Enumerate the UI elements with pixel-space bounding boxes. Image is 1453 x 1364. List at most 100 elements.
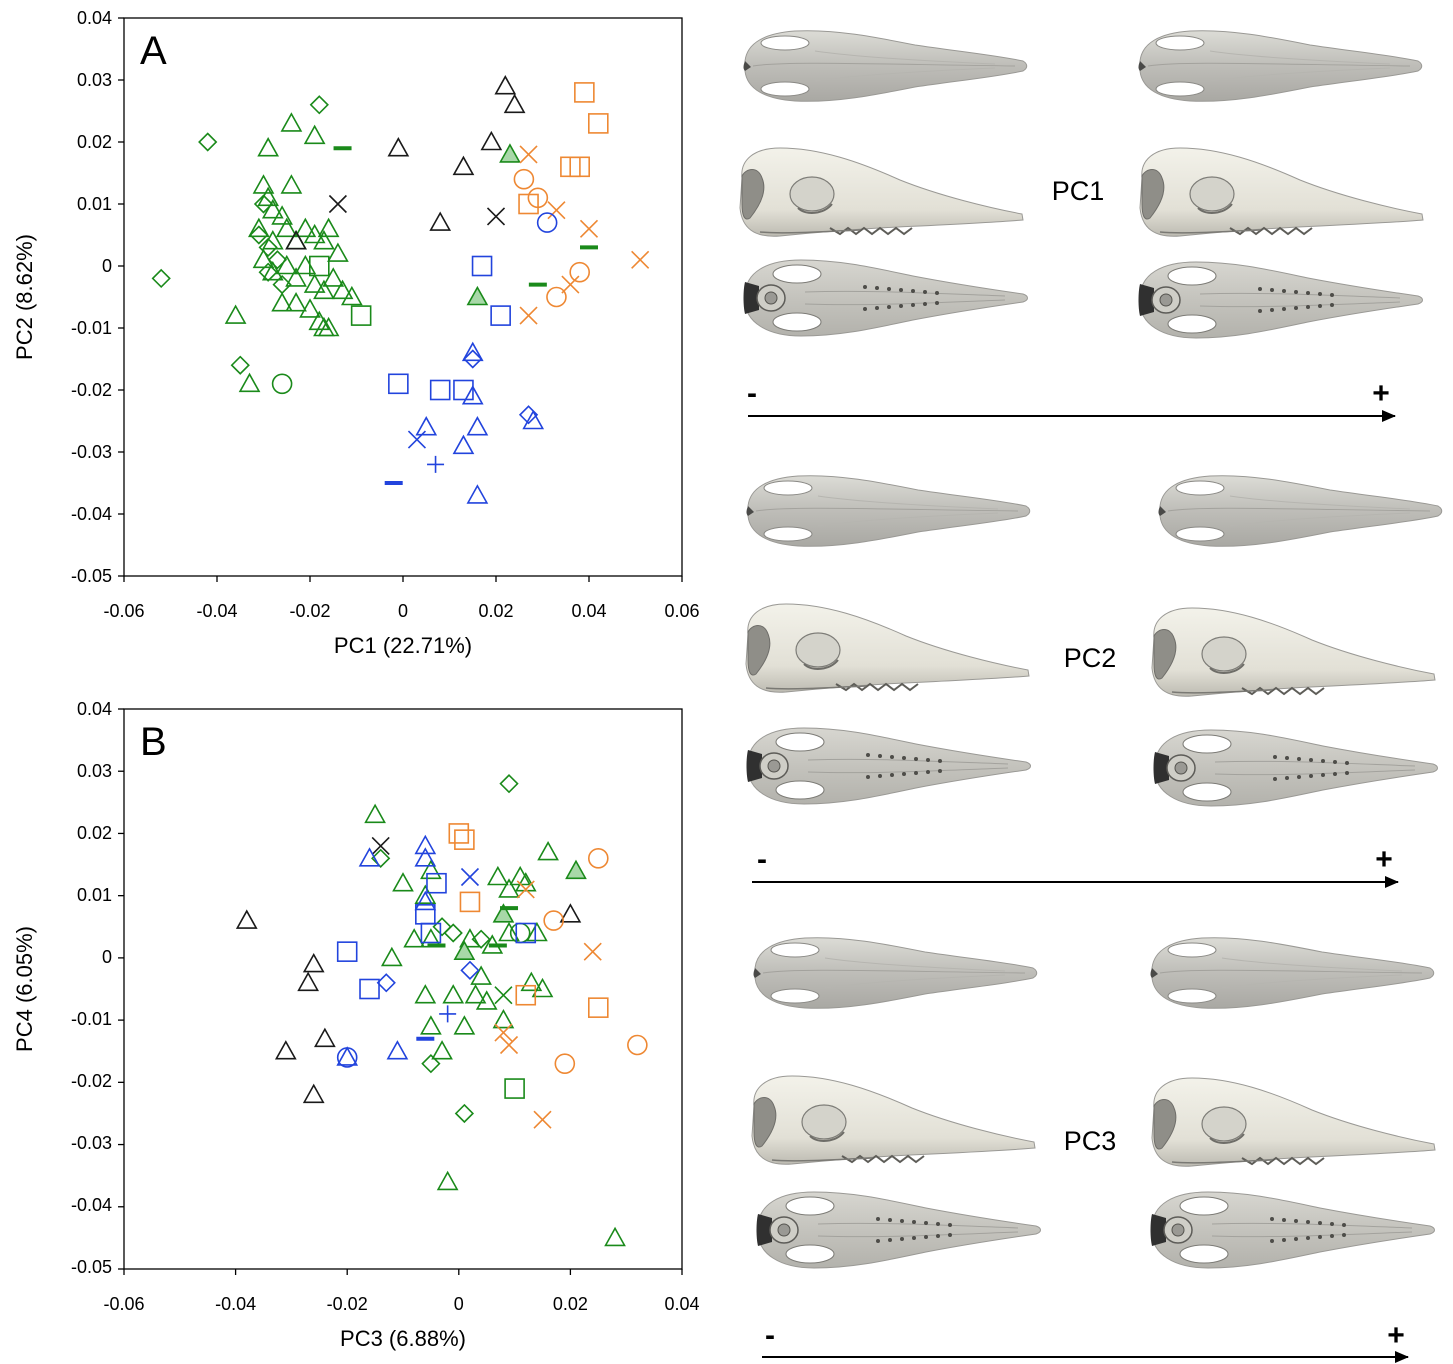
chart-a-point-cross [328,194,347,214]
chart-b-point-triangle [414,890,437,911]
chart-a-y-tick-label: 0.02 [77,132,112,152]
chart-a-point-triangle [503,93,526,114]
chart-b-point-square [426,872,447,894]
chart-a-point-diamond [253,194,274,214]
chart-b-x-tick-labels: -0.06 -0.04 -0.02 0 0.02 0.04 [103,1294,699,1314]
skull-panel-label: PC2 [1064,643,1117,673]
chart-a-point-plus [427,455,445,473]
chart-a-point-cross [631,250,650,269]
skull-panel-pc1: PC1 - + [739,30,1424,422]
chart-a-point-square [471,255,493,277]
chart-a-point-triangle [317,316,340,337]
skull-dorsal-image [746,475,1031,547]
chart-b-point-square [415,904,436,925]
chart-a-point-cross [561,275,580,294]
skull-dorsal-image [1158,475,1443,547]
chart-a-point-circle [536,212,558,233]
chart-a-point-triangle [466,484,489,504]
chart-a-point-triangle [257,186,280,207]
chart-b-y-tick-label: -0.02 [71,1071,112,1091]
chart-b-point-square [420,922,442,944]
skull-panel-pc2: PC2 - + [745,475,1443,888]
chart-a-x-tick-label: 0.06 [664,601,699,621]
axis-plus-label: + [1372,377,1390,410]
chart-b-point-triangle [514,872,537,892]
chart-b-point-circle [336,1047,358,1068]
chart-a-point-square [429,379,451,401]
chart-b-point-cross [460,867,480,887]
chart-b-point-triangle [364,803,386,824]
skull-lateral-image [739,147,1024,238]
chart-b-y-axis-label: PC4 (6.05%) [12,926,37,1052]
skull-ventral-image [745,727,1032,805]
chart-b-point-diamond [460,960,480,980]
chart-a-x-tick-labels: -0.06 -0.04 -0.02 0 0.02 0.04 0.06 [103,601,699,621]
chart-a-y-tick-label: -0.01 [71,318,112,338]
chart-a-point-triangle [303,223,326,244]
chart-b-y-tick-label: -0.01 [71,1009,112,1029]
chart-b-point-cross [494,986,513,1005]
chart-b-point-triangle [235,909,258,929]
chart-a-point-square [587,113,609,134]
chart-a-point-triangle [466,285,489,306]
chart-b-point-triangle [420,1015,442,1035]
chart-b-point-triangle [392,872,414,892]
axis-plus-label: + [1387,1319,1405,1352]
chart-a-point-cross [579,219,599,238]
chart-b-y-tick-label: 0.02 [77,823,112,843]
chart-b-point-triangle [414,834,437,855]
chart-b-point-triangle [520,971,543,992]
chart-b-point-triangle [559,903,582,923]
chart-a-point-triangle [480,130,503,151]
chart-b: B PC3 (6.88%) PC4 (6.05%) -0.06 -0.04 -0… [12,699,700,1351]
chart-b-point-plus [439,1005,457,1023]
skull-lateral-image [751,1075,1036,1166]
chart-b-y-tick-label: 0.01 [77,885,112,905]
skull-lateral-image [745,603,1030,694]
chart-a-x-tick-label: -0.02 [289,601,330,621]
chart-b-point-triangle [475,990,498,1010]
chart-b-point-triangle [492,903,515,923]
chart-a-point-triangle [285,230,307,250]
chart-b-y-tick-labels: 0.04 0.03 0.02 0.01 0 -0.01 -0.02 -0.03 … [71,699,112,1277]
chart-a-point-triangle [224,304,247,324]
chart-a-point-diamond [258,237,278,258]
skull-lateral-image [1139,147,1424,238]
chart-b-point-triangle [498,878,520,898]
skull-dorsal-image [743,30,1028,102]
chart-b-point-triangle [297,971,320,992]
chart-b-point-diamond [371,848,391,868]
chart-a-plot-frame [123,17,683,577]
chart-a-point-triangle [452,434,475,455]
chart-a-point-triangle [261,199,284,219]
chart-b-point-square [587,997,609,1018]
chart-a-point-triangle [285,292,307,312]
chart-a-point-triangle [294,254,317,275]
chart-b-point-circle [627,1034,648,1056]
chart-a-point-triangle [461,341,484,362]
chart-b-point-cross [371,836,390,855]
chart-a-point-diamond [249,225,269,245]
chart-a-point-circle [527,187,549,209]
chart-a-point-triangle [275,217,298,238]
chart-b-point-triangle [302,952,325,973]
chart-b-point-cross [583,942,602,961]
skull-lateral-image [1151,607,1436,698]
chart-b-point-triangle [453,1015,476,1035]
chart-a-point-diamond [309,95,329,115]
chart-b-point-triangle [420,859,442,880]
chart-b-point-triangle [414,847,437,867]
chart-a-point-circle [271,373,293,395]
chart-b-x-tick-label: -0.04 [215,1294,256,1314]
chart-a-y-axis-label: PC2 (8.62%) [12,234,37,360]
chart-a-point-cross [519,306,538,325]
chart-a-point-square [569,156,591,178]
chart-a-point-diamond [272,274,292,295]
chart-a-point-triangle [285,267,307,287]
chart-b-point-square [459,891,481,913]
skull-ventral-image [1137,261,1424,339]
skull-dorsal-image [753,937,1038,1009]
chart-a-point-triangle [238,372,261,393]
chart-b-point-triangle [436,1170,459,1191]
